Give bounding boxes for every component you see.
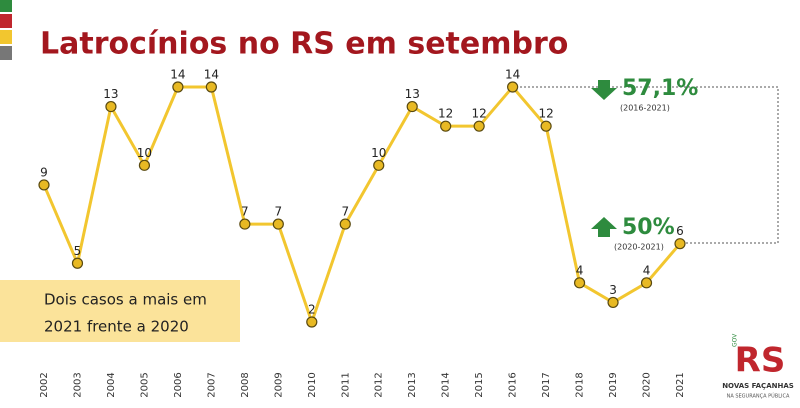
x-tick-label: 2002 bbox=[39, 372, 50, 397]
x-tick-label: 2014 bbox=[441, 372, 452, 397]
point bbox=[172, 81, 184, 93]
data-label: 7 bbox=[274, 205, 282, 219]
point bbox=[507, 81, 519, 93]
data-label: 2 bbox=[308, 303, 316, 317]
x-tick-label: 2004 bbox=[106, 372, 117, 397]
data-label: 14 bbox=[204, 68, 219, 82]
annotation-period: (2016-2021) bbox=[620, 104, 670, 113]
logo-line: NOVAS FAÇANHAS bbox=[722, 382, 794, 390]
point bbox=[640, 277, 653, 289]
x-tick-label: 2007 bbox=[206, 372, 217, 397]
data-label: 7 bbox=[341, 205, 349, 219]
x-tick-label: 2009 bbox=[273, 372, 284, 397]
point bbox=[272, 218, 284, 230]
point bbox=[607, 296, 619, 309]
point bbox=[674, 238, 686, 250]
data-label: 14 bbox=[505, 68, 520, 82]
point bbox=[306, 316, 318, 328]
data-label: 6 bbox=[676, 224, 684, 238]
x-tick-label: 2006 bbox=[173, 372, 184, 397]
data-label: 3 bbox=[609, 283, 617, 297]
point bbox=[71, 257, 84, 269]
x-tick-label: 2019 bbox=[608, 372, 619, 397]
data-label: 12 bbox=[472, 107, 487, 121]
x-tick-label: 2018 bbox=[575, 372, 586, 397]
x-tick-label: 2003 bbox=[72, 372, 83, 397]
annotation-period: (2020-2021) bbox=[614, 243, 664, 252]
annotation-value: 57,1% bbox=[622, 76, 698, 101]
data-label: 12 bbox=[538, 107, 553, 121]
point bbox=[373, 159, 385, 171]
point bbox=[573, 277, 586, 289]
data-label: 12 bbox=[438, 107, 453, 121]
data-label: 4 bbox=[576, 263, 584, 277]
x-tick-label: 2012 bbox=[374, 372, 385, 397]
strip-gray bbox=[0, 46, 12, 60]
x-tick-label: 2008 bbox=[240, 372, 251, 397]
point bbox=[205, 81, 217, 93]
strip-red bbox=[0, 14, 12, 28]
data-label: 5 bbox=[74, 244, 82, 258]
data-label: 9 bbox=[40, 165, 48, 179]
x-tick-label: 2016 bbox=[508, 372, 519, 397]
x-tick-label: 2015 bbox=[474, 372, 485, 397]
point bbox=[38, 179, 50, 191]
note-line: 2021 frente a 2020 bbox=[44, 318, 189, 336]
point bbox=[339, 218, 351, 230]
point bbox=[105, 100, 117, 113]
data-label: 13 bbox=[103, 87, 118, 101]
chart-title: Latrocínios no RS em setembro bbox=[40, 27, 568, 62]
data-label: 4 bbox=[643, 263, 651, 277]
x-tick-label: 2013 bbox=[407, 372, 418, 397]
point bbox=[138, 159, 151, 171]
data-label: 13 bbox=[405, 87, 420, 101]
bracket bbox=[512, 86, 779, 244]
x-tick-label: 2021 bbox=[675, 372, 686, 397]
point bbox=[239, 218, 251, 230]
x-tick-label: 2017 bbox=[541, 372, 552, 397]
annotation-value: 50% bbox=[622, 215, 675, 240]
x-tick-label: 2011 bbox=[340, 372, 351, 397]
point bbox=[540, 120, 552, 132]
x-tick-label: 2020 bbox=[642, 372, 653, 397]
note-line: Dois casos a mais em bbox=[44, 291, 207, 309]
logo-mark: RS bbox=[735, 341, 786, 381]
logo-gov: GOV bbox=[732, 333, 739, 347]
x-tick-label: 2010 bbox=[307, 372, 318, 397]
arrow-down bbox=[591, 80, 617, 100]
line bbox=[42, 85, 682, 324]
x-tick-label: 2005 bbox=[139, 372, 150, 397]
data-label: 10 bbox=[371, 146, 386, 160]
logo-line: NA SEGURANÇA PÚBLICA bbox=[727, 393, 790, 400]
strip-green bbox=[0, 0, 12, 12]
note-box bbox=[0, 280, 240, 342]
data-label: 10 bbox=[137, 146, 152, 160]
point bbox=[440, 120, 452, 132]
strip-yellow bbox=[0, 30, 12, 44]
point bbox=[406, 100, 418, 113]
arrow-up bbox=[591, 217, 617, 237]
data-label: 7 bbox=[241, 205, 249, 219]
data-label: 14 bbox=[170, 68, 185, 82]
point bbox=[473, 120, 485, 132]
